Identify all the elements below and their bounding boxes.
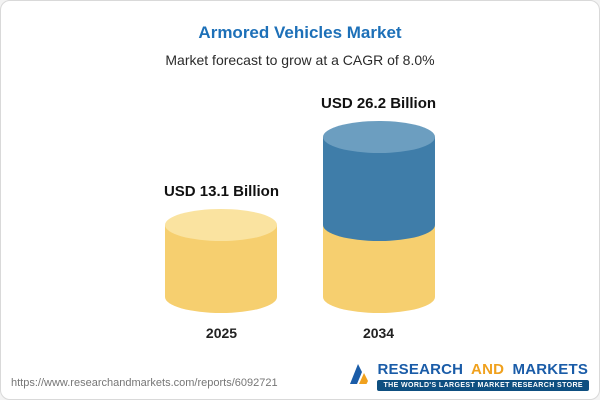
bar-2034	[322, 121, 435, 313]
chart-subtitle: Market forecast to grow at a CAGR of 8.0…	[165, 52, 435, 68]
report-url-link[interactable]: https://www.researchandmarkets.com/repor…	[11, 377, 278, 389]
chart-header: Armored Vehicles Market Market forecast …	[1, 1, 599, 68]
logo-tagline: THE WORLD'S LARGEST MARKET RESEARCH STOR…	[377, 380, 589, 391]
logo-mark-icon	[347, 362, 371, 391]
value-label-2034: USD 26.2 Billion	[321, 95, 437, 112]
logo-word-and: AND	[471, 361, 505, 378]
logo-word-research: RESEARCH	[377, 361, 464, 378]
logo-wordmark: RESEARCH AND MARKETS	[377, 361, 588, 378]
chart-title: Armored Vehicles Market	[198, 23, 402, 42]
bar-column-2034: USD 26.2 Billion 2034	[321, 95, 436, 341]
bar-2034-growth-segment	[322, 137, 435, 241]
logo-word-markets: MARKETS	[512, 361, 589, 378]
bar-2034-top-ellipse	[322, 121, 435, 153]
bar-column-2025: USD 13.1 Billion 2025	[164, 183, 279, 341]
x-axis-label-2025: 2025	[205, 325, 238, 341]
value-label-2025: USD 13.1 Billion	[163, 183, 279, 200]
x-axis-label-2034: 2034	[362, 325, 395, 341]
bar-2025-top-ellipse	[165, 209, 278, 241]
research-and-markets-logo: RESEARCH AND MARKETS THE WORLD'S LARGEST…	[347, 361, 589, 391]
bar-2025	[165, 209, 278, 313]
logo-text: RESEARCH AND MARKETS THE WORLD'S LARGEST…	[377, 361, 589, 391]
bar-chart: USD 13.1 Billion 2025 USD 26.2 Billion 2…	[1, 95, 599, 341]
